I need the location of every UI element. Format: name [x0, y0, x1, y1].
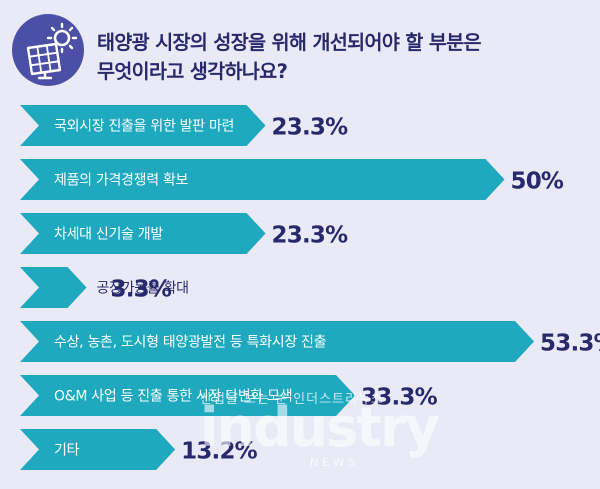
category-label: 기타: [54, 443, 80, 459]
bar: [20, 375, 356, 416]
value-label: 33.3%: [361, 385, 438, 411]
category-label: 국외시장 진출을 위한 발판 마련: [54, 119, 234, 135]
category-label: 제품의 가격경쟁력 확보: [54, 173, 189, 189]
category-label: O&M 사업 등 진출 통한 시장 다변화 모색: [54, 389, 292, 405]
category-label: 차세대 신기술 개발: [54, 227, 163, 243]
bar-group: 국외시장 진출을 위한 발판 마련 23.3%: [20, 105, 349, 146]
category-label: 공장가동률 확대: [97, 281, 189, 297]
bar: [20, 105, 266, 146]
value-label: 23.3%: [272, 223, 349, 249]
bar-group: 제품의 가격경쟁력 확보 50%: [20, 159, 565, 200]
bar: [20, 429, 176, 470]
value-label: 23.3%: [272, 115, 349, 141]
bar: [20, 267, 87, 308]
bar-group: 수상, 농촌, 도시형 태양광발전 등 특화시장 진출 53.3%: [20, 321, 600, 362]
bar-group: O&M 사업 등 진출 통한 시장 다변화 모색 33.3%: [20, 375, 438, 416]
bar-group: 공장가동률 확대3.3%: [20, 267, 189, 308]
category-label: 수상, 농촌, 도시형 태양광발전 등 특화시장 진출: [54, 335, 327, 351]
solar-panel-sun-icon: [12, 14, 84, 86]
bar: [20, 159, 505, 200]
value-label: 50%: [511, 169, 564, 195]
title-line-2: 무엇이라고 생각하나요?: [97, 60, 288, 83]
bar-group: 차세대 신기술 개발 23.3%: [20, 213, 349, 254]
title-line-1: 태양광 시장의 성장을 위해 개선되어야 할 부분은: [97, 31, 482, 54]
value-label: 13.2%: [181, 439, 258, 465]
value-label: 3.3%: [111, 277, 172, 303]
header: 태양광 시장의 성장을 위해 개선되어야 할 부분은 무엇이라고 생각하나요?: [0, 0, 600, 100]
chart-title: 태양광 시장의 성장을 위해 개선되어야 할 부분은 무엇이라고 생각하나요?: [97, 28, 592, 86]
bar: [20, 321, 535, 362]
bar: [20, 213, 266, 254]
value-label: 53.3%: [540, 331, 600, 357]
bar-group: 기타 13.2%: [20, 429, 258, 470]
